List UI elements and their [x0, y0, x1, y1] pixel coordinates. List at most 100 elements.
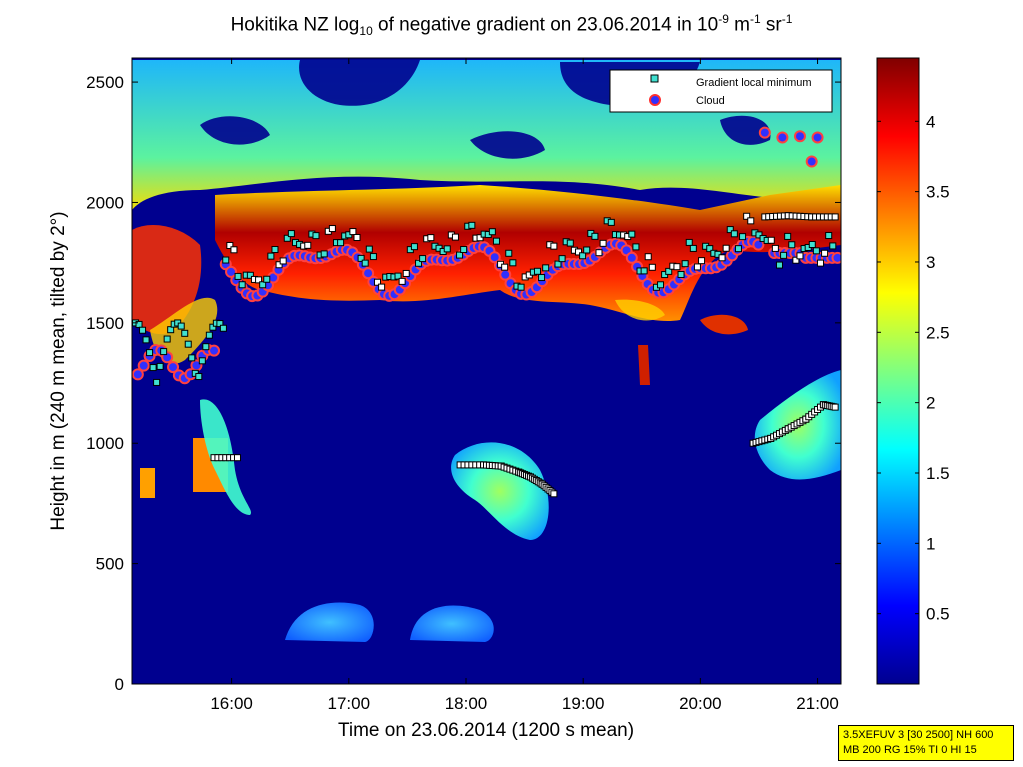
gradient-min-point: [353, 233, 361, 241]
y-tick-label: 500: [96, 555, 124, 574]
gradient-min-point: [238, 281, 246, 289]
info-box: 3.5XEFUV 3 [30 2500] NH 600 MB 200 RG 15…: [838, 725, 1014, 761]
gradient-min-point: [726, 226, 734, 234]
gradient-min-point: [222, 256, 230, 264]
gradient-min-point: [427, 234, 435, 242]
gradient-min-point: [209, 323, 217, 331]
colorbar-tick-label: 2: [926, 394, 935, 413]
colorbar-tick-label: 4: [926, 112, 935, 131]
surface-blob-1: [285, 602, 374, 642]
gradient-min-point: [595, 249, 603, 257]
gradient-min-point: [739, 233, 747, 241]
gradient-min-point: [451, 233, 459, 241]
gradient-min-point: [410, 243, 418, 251]
gradient-min-point: [681, 260, 689, 268]
gradient-min-point: [304, 241, 312, 249]
colorbar-tick-label: 3.5: [926, 183, 950, 202]
gradient-min-point: [267, 252, 275, 260]
gradient-min-track-point: [550, 490, 558, 498]
cloud-layer-left: [132, 225, 202, 335]
gradient-min-point: [550, 242, 558, 250]
gradient-min-point: [365, 245, 373, 253]
legend-entry-cloud: Cloud: [696, 95, 725, 107]
gradient-min-point: [825, 232, 833, 240]
gradient-min-point: [554, 260, 562, 268]
gradient-min-point: [775, 261, 783, 269]
y-tick-label: 0: [115, 675, 124, 694]
gradient-min-point: [181, 329, 189, 337]
gradient-min-point: [788, 241, 796, 249]
legend: Gradient local minimum Cloud: [609, 69, 833, 113]
gradient-min-point: [153, 378, 161, 386]
gradient-min-point: [139, 326, 147, 334]
title-unit-1: m: [728, 14, 750, 36]
y-tick-label: 1500: [86, 314, 124, 333]
y-tick-label: 1000: [86, 434, 124, 453]
gradient-min-point: [361, 259, 369, 267]
gradient-min-point: [771, 244, 779, 252]
gradient-min-point: [177, 322, 185, 330]
cloud-point: [758, 126, 771, 139]
gradient-min-point: [337, 239, 345, 247]
gradient-min-point: [146, 349, 154, 357]
gradient-min-point: [369, 253, 377, 261]
cloud-point: [752, 238, 765, 251]
gradient-min-point: [730, 230, 738, 238]
gradient-min-point: [517, 283, 525, 291]
plot-area: [132, 58, 841, 684]
gradient-min-point: [456, 251, 464, 259]
gradient-min-point: [542, 264, 550, 272]
gradient-min-point: [558, 255, 566, 263]
gradient-min-point: [579, 252, 587, 260]
gradient-min-point: [718, 254, 726, 262]
gradient-min-point: [216, 320, 224, 328]
gradient-min-point: [198, 357, 206, 365]
gradient-min-point: [538, 274, 546, 282]
gradient-min-point: [328, 225, 336, 233]
y-axis: 0 500 1000 1500 2000 2500: [86, 73, 841, 694]
cloud-point: [793, 130, 806, 143]
colorbar-tick-label: 1: [926, 534, 935, 553]
gradient-min-point: [644, 253, 652, 261]
gradient-min-point: [263, 275, 271, 283]
gradient-min-point: [488, 228, 496, 236]
gradient-min-point: [657, 281, 665, 289]
colorbar: [876, 57, 920, 685]
cloud-point: [225, 265, 238, 278]
gradient-min-point: [156, 362, 164, 370]
warm-patch-small: [140, 468, 155, 498]
gradient-min-point: [279, 257, 287, 265]
gradient-min-point: [780, 251, 788, 259]
cloud-yellow-fringe: [150, 297, 665, 364]
cloud-point: [805, 155, 818, 168]
gradient-min-point: [283, 234, 291, 242]
gradient-min-point: [149, 364, 157, 372]
gradient-min-track-point: [831, 403, 839, 411]
gradient-min-point: [142, 336, 150, 344]
gradient-min-point: [648, 263, 656, 271]
gradient-min-point: [706, 245, 714, 253]
gradient-min-point: [312, 232, 320, 240]
x-axis: 16:00 17:00 18:00 19:00 20:00 21:00: [210, 58, 839, 713]
title-unit-2: sr: [760, 14, 782, 36]
colorbar-tick-label: 0.5: [926, 605, 950, 624]
gradient-min-point: [275, 261, 283, 269]
gradient-min-point: [394, 272, 402, 280]
gradient-min-point: [167, 326, 175, 334]
cloud-point: [208, 344, 221, 357]
gradient-min-point: [640, 267, 648, 275]
gradient-min-point: [259, 281, 267, 289]
gradient-min-point: [195, 373, 203, 381]
gradient-min-point: [792, 256, 800, 264]
gradient-min-point: [698, 257, 706, 265]
plot-frame: [131, 57, 842, 685]
x-tick-label: 19:00: [562, 694, 605, 713]
gradient-min-point: [673, 263, 681, 271]
title-text-middle: of negative gradient on 23.06.2014 in 10: [372, 14, 719, 36]
gradient-min-point: [784, 232, 792, 240]
gradient-min-point: [402, 269, 410, 277]
legend-square-marker-icon: [650, 74, 659, 83]
gradient-min-point: [808, 241, 816, 249]
gradient-min-point: [632, 243, 640, 251]
